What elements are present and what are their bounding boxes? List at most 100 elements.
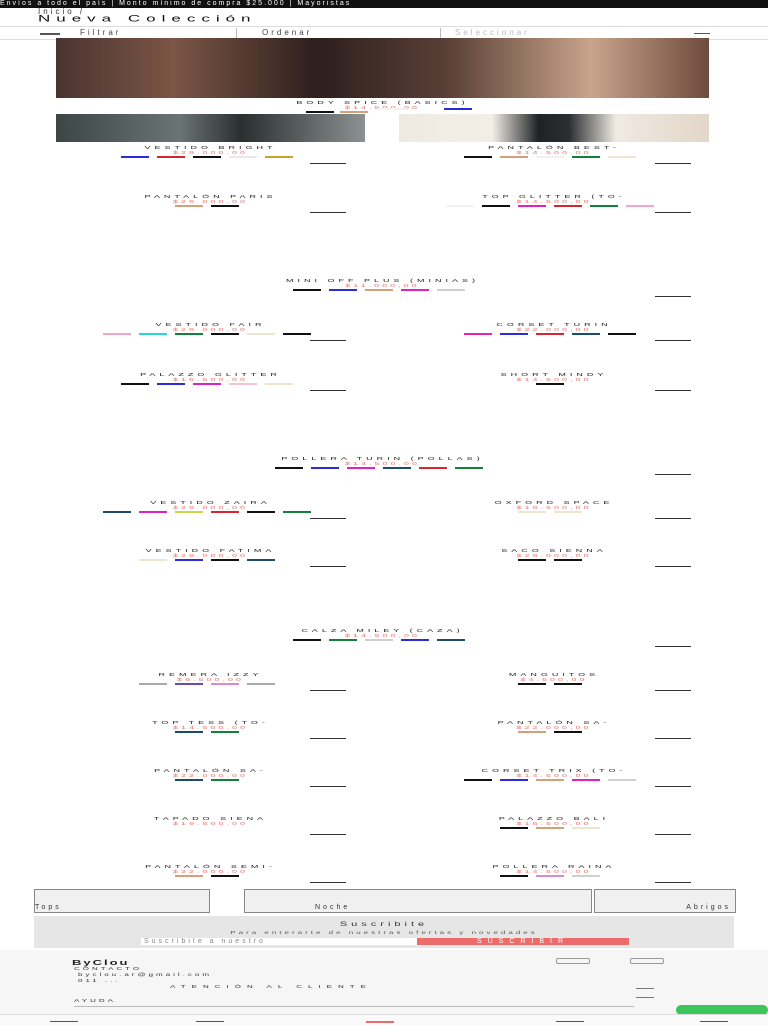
product-name[interactable]: PANTALÓN SA- xyxy=(497,719,611,725)
contact-phone[interactable]: 011 ... xyxy=(78,978,121,983)
color-swatch[interactable] xyxy=(174,559,203,561)
chevron-down-icon[interactable] xyxy=(655,880,691,883)
color-swatch[interactable] xyxy=(346,467,375,469)
chevron-down-icon[interactable] xyxy=(310,880,346,883)
color-swatch[interactable] xyxy=(400,639,429,641)
user-icon[interactable] xyxy=(556,1018,584,1022)
product-name[interactable]: CORSET TRIX (TO- xyxy=(481,767,627,773)
product-name[interactable]: PANTALÓN PARIS xyxy=(144,193,277,199)
footer-logo[interactable]: ByClou xyxy=(72,958,130,967)
color-swatch[interactable] xyxy=(554,559,582,561)
color-swatch[interactable] xyxy=(192,383,221,385)
color-swatch[interactable] xyxy=(328,289,357,291)
product-name[interactable]: PANTALÓN BEST- xyxy=(488,144,620,150)
color-swatch[interactable] xyxy=(174,731,203,733)
color-swatch[interactable] xyxy=(572,333,600,335)
chevron-down-icon[interactable] xyxy=(636,988,654,989)
color-swatch[interactable] xyxy=(364,289,393,291)
color-swatch[interactable] xyxy=(138,333,167,335)
color-swatch[interactable] xyxy=(626,205,654,207)
color-swatch[interactable] xyxy=(364,639,393,641)
color-swatch[interactable] xyxy=(554,683,582,685)
category-card[interactable]: Tops xyxy=(34,889,210,913)
product-name[interactable]: CALZA MILEY (CAZA) xyxy=(301,627,464,633)
product-name[interactable]: SACO SIENNA xyxy=(501,547,607,553)
color-swatch[interactable] xyxy=(174,511,203,513)
color-swatch[interactable] xyxy=(306,111,334,113)
color-swatch[interactable] xyxy=(608,156,636,158)
color-swatch[interactable] xyxy=(210,559,239,561)
color-swatch[interactable] xyxy=(138,683,167,685)
color-swatch[interactable] xyxy=(228,383,257,385)
color-swatch[interactable] xyxy=(454,467,483,469)
whatsapp-button[interactable] xyxy=(676,1005,768,1015)
chevron-down-icon[interactable] xyxy=(655,472,691,475)
filter-icon[interactable] xyxy=(40,31,60,35)
color-swatch[interactable] xyxy=(156,156,185,158)
color-swatch[interactable] xyxy=(446,205,474,207)
chevron-down-icon[interactable] xyxy=(310,210,346,213)
color-swatch[interactable] xyxy=(536,383,564,385)
color-swatch[interactable] xyxy=(382,467,411,469)
product-name[interactable]: REMERA IZZY xyxy=(158,671,263,677)
color-swatch[interactable] xyxy=(228,156,257,158)
chevron-down-icon[interactable] xyxy=(655,784,691,787)
chevron-down-icon[interactable] xyxy=(655,161,691,164)
color-swatch[interactable] xyxy=(464,779,492,781)
newsletter-email-input[interactable]: Suscribite a nuestro xyxy=(141,938,418,945)
product-name[interactable]: MANGUITOS xyxy=(508,671,600,677)
chevron-down-icon[interactable] xyxy=(310,388,346,391)
chevron-down-icon[interactable] xyxy=(310,161,346,164)
color-swatch[interactable] xyxy=(464,333,492,335)
chevron-down-icon[interactable] xyxy=(655,294,691,297)
color-swatch[interactable] xyxy=(246,333,275,335)
color-swatch[interactable] xyxy=(418,467,447,469)
featured-product-image[interactable] xyxy=(56,38,709,98)
color-swatch[interactable] xyxy=(500,156,528,158)
color-swatch[interactable] xyxy=(444,108,472,110)
color-swatch[interactable] xyxy=(500,779,528,781)
color-swatch[interactable] xyxy=(210,683,239,685)
color-swatch[interactable] xyxy=(518,683,546,685)
color-swatch[interactable] xyxy=(464,156,492,158)
color-swatch[interactable] xyxy=(500,875,528,877)
color-swatch[interactable] xyxy=(436,289,465,291)
color-swatch[interactable] xyxy=(210,511,239,513)
sort-select[interactable]: Seleccionar xyxy=(455,28,530,37)
color-swatch[interactable] xyxy=(518,559,546,561)
color-swatch[interactable] xyxy=(436,639,465,641)
color-swatch[interactable] xyxy=(536,779,564,781)
color-swatch[interactable] xyxy=(608,333,636,335)
product-name[interactable]: VESTIDO ZAIRA xyxy=(150,499,271,505)
search-icon[interactable] xyxy=(196,1018,224,1022)
product-image[interactable] xyxy=(399,114,709,142)
color-swatch[interactable] xyxy=(572,875,600,877)
color-swatch[interactable] xyxy=(138,559,167,561)
color-swatch[interactable] xyxy=(174,333,203,335)
color-swatch[interactable] xyxy=(340,111,368,113)
color-swatch[interactable] xyxy=(120,383,149,385)
color-swatch[interactable] xyxy=(210,731,239,733)
color-swatch[interactable] xyxy=(518,205,546,207)
chevron-down-icon[interactable] xyxy=(310,338,346,341)
product-name[interactable]: BODY SPICE (BASICS) xyxy=(296,99,469,105)
color-swatch[interactable] xyxy=(310,467,339,469)
chevron-down-icon[interactable] xyxy=(636,997,654,998)
sort-button[interactable]: Ordenar xyxy=(262,28,313,37)
color-swatch[interactable] xyxy=(536,333,564,335)
color-swatch[interactable] xyxy=(292,289,321,291)
color-swatch[interactable] xyxy=(246,559,275,561)
color-swatch[interactable] xyxy=(572,827,600,829)
color-swatch[interactable] xyxy=(174,875,203,877)
color-swatch[interactable] xyxy=(590,205,618,207)
color-swatch[interactable] xyxy=(174,779,203,781)
product-image[interactable] xyxy=(56,114,365,142)
chevron-down-icon[interactable] xyxy=(655,338,691,341)
color-swatch[interactable] xyxy=(292,639,321,641)
chevron-down-icon[interactable] xyxy=(655,736,691,739)
color-swatch[interactable] xyxy=(282,333,311,335)
color-swatch[interactable] xyxy=(608,779,636,781)
cart-icon[interactable] xyxy=(700,1018,728,1022)
color-swatch[interactable] xyxy=(210,875,239,877)
product-name[interactable]: VESTIDO BRIGHT xyxy=(144,144,277,150)
